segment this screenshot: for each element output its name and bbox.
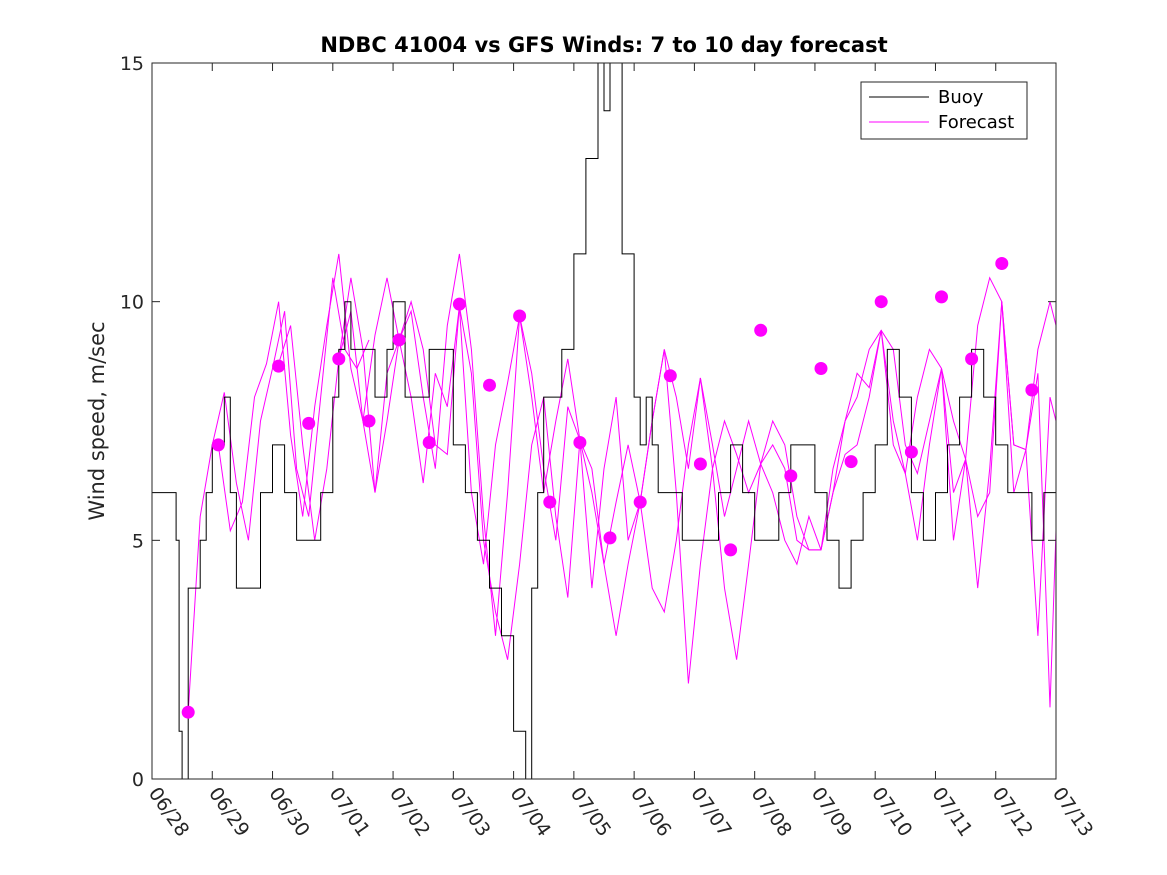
y-tick-label: 0 <box>132 769 144 791</box>
forecast-marker <box>965 352 979 366</box>
forecast-marker <box>754 323 768 337</box>
forecast-marker <box>904 445 918 459</box>
legend-box <box>860 81 1028 140</box>
forecast-marker <box>422 436 436 449</box>
marker-layer <box>181 257 1039 719</box>
forecast-marker <box>995 257 1009 270</box>
forecast-marker <box>483 378 496 392</box>
forecast-marker <box>603 531 617 545</box>
forecast-marker <box>362 414 376 428</box>
forecast-marker <box>513 309 527 323</box>
forecast-marker <box>1025 383 1039 397</box>
forecast-run-line-12 <box>880 301 1056 589</box>
forecast-marker <box>874 295 888 309</box>
forecast-run-line-7 <box>579 349 762 684</box>
forecast-marker <box>693 457 707 471</box>
forecast-marker <box>663 369 677 383</box>
forecast-marker <box>935 290 948 304</box>
buoy-series-line <box>152 63 1056 779</box>
plot-frame <box>151 62 1057 780</box>
legend: Buoy Forecast <box>860 81 1028 140</box>
forecast-marker <box>272 359 286 373</box>
y-tick-label: 15 <box>120 53 144 75</box>
forecast-marker <box>633 495 647 509</box>
forecast-marker <box>332 352 346 366</box>
forecast-marker <box>392 333 406 347</box>
chart-title: NDBC 41004 vs GFS Winds: 7 to 10 day for… <box>320 33 887 57</box>
forecast-marker <box>181 705 195 719</box>
forecast-run-line-0 <box>187 277 370 713</box>
legend-label-forecast: Forecast <box>938 112 1014 133</box>
forecast-marker <box>211 438 225 452</box>
forecast-marker <box>814 362 828 375</box>
y-tick-label: 10 <box>120 292 144 314</box>
legend-label-buoy: Buoy <box>938 87 984 108</box>
y-axis-label: Wind speed, m/sec <box>85 321 109 520</box>
forecast-marker <box>844 455 858 469</box>
forecast-run-line-14 <box>1001 301 1056 708</box>
y-tick-label: 5 <box>132 530 144 552</box>
forecast-marker <box>724 543 738 557</box>
forecast-marker <box>784 469 798 483</box>
forecast-marker <box>573 436 587 449</box>
forecast-marker <box>302 416 316 430</box>
forecast-run-line-1 <box>217 253 400 533</box>
forecast-marker <box>452 297 466 311</box>
forecast-marker <box>543 495 557 509</box>
